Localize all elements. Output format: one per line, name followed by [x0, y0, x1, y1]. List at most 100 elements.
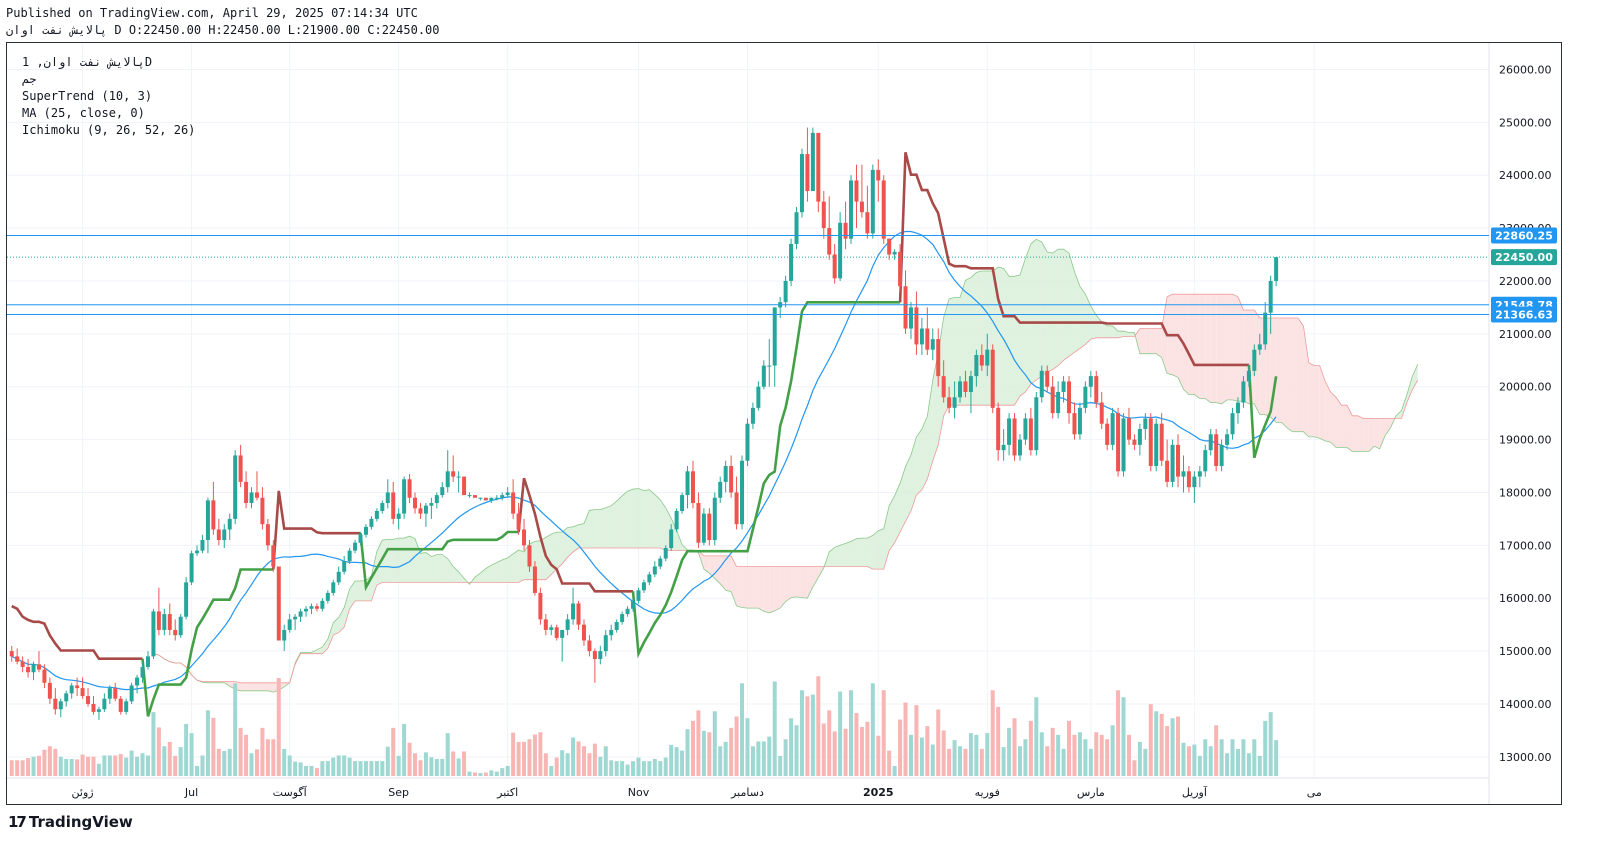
- candle-body: [293, 616, 298, 620]
- volume-bar: [881, 690, 886, 776]
- volume-bar: [631, 761, 636, 776]
- ichimoku-cloud-segment: [1336, 397, 1342, 448]
- ichimoku-cloud-segment: [998, 267, 1004, 406]
- volume-bar: [462, 751, 467, 776]
- candle-body: [304, 608, 309, 612]
- candle-body: [1121, 418, 1126, 472]
- volume-bar: [1132, 760, 1137, 776]
- ichimoku-cloud-segment: [709, 555, 715, 579]
- candle-body: [363, 526, 368, 535]
- volume-bar: [358, 761, 363, 776]
- candle-body: [325, 592, 330, 601]
- candle-body: [505, 492, 510, 496]
- volume-bar: [620, 761, 625, 776]
- chart-canvas[interactable]: 13000.00 14000.00 15000.00 16000.00 17000.00…: [7, 43, 1561, 804]
- price-label: 22860.25: [1495, 229, 1553, 242]
- legend-ichimoku[interactable]: Ichimoku (9, 26, 52, 26): [22, 123, 196, 137]
- ma-line: [11, 230, 1277, 691]
- candle-body: [647, 574, 652, 583]
- ichimoku-cloud-segment: [1079, 286, 1086, 349]
- ichimoku-cloud-segment: [1025, 243, 1031, 392]
- candle-body: [767, 365, 772, 367]
- ichimoku-cloud-segment: [594, 509, 601, 548]
- candle-body: [86, 696, 91, 704]
- ichimoku-cloud-segment: [1101, 321, 1108, 338]
- volume-bar: [1148, 704, 1153, 776]
- candle-body: [723, 466, 728, 482]
- tradingview-brand[interactable]: 17 TradingView: [8, 813, 133, 831]
- volume-bar: [282, 748, 287, 776]
- candle-body: [745, 423, 750, 461]
- volume-bar: [799, 690, 804, 776]
- volume-bar: [1230, 739, 1235, 776]
- y-tick-label: 19000.00: [1499, 434, 1552, 447]
- volume-bar: [614, 761, 619, 776]
- x-tick-label: 2025: [863, 786, 894, 799]
- ichimoku-cloud-segment: [246, 682, 252, 691]
- ichimoku-cloud-segment: [856, 538, 862, 567]
- candle-body: [1148, 418, 1153, 467]
- candle-body: [440, 487, 445, 496]
- volume-bar: [1263, 720, 1268, 776]
- ichimoku-cloud-segment: [338, 607, 345, 633]
- volume-bar: [304, 765, 309, 776]
- volume-bar: [761, 741, 766, 776]
- volume-bar: [745, 718, 750, 776]
- candle-body: [276, 566, 281, 641]
- candle-body: [282, 629, 287, 641]
- volume-bar: [908, 734, 913, 776]
- volume-bar: [898, 719, 903, 776]
- ichimoku-cloud-segment: [791, 566, 797, 598]
- volume-bar: [1012, 718, 1017, 776]
- volume-bar: [47, 746, 52, 776]
- ichimoku-cloud-segment: [1396, 410, 1402, 419]
- ichimoku-cloud-segment: [1254, 310, 1260, 415]
- chart-frame[interactable]: 13000.00 14000.00 15000.00 16000.00 17000.00…: [6, 42, 1562, 805]
- candle-body: [118, 698, 123, 712]
- volume-bar: [309, 765, 314, 776]
- candle-body: [1017, 439, 1022, 456]
- candle-body: [396, 513, 401, 519]
- ichimoku-cloud-segment: [1232, 294, 1238, 402]
- ichimoku-cloud-segment: [960, 280, 966, 406]
- candle-body: [805, 154, 810, 192]
- volume-bar: [287, 755, 292, 776]
- candle-body: [173, 629, 178, 636]
- ichimoku-cloud-segment: [545, 534, 552, 580]
- volume-bar: [178, 747, 183, 776]
- volume-bar: [26, 758, 31, 776]
- volume-bar: [571, 737, 576, 776]
- legend-supertrend[interactable]: SuperTrend (10, 3): [22, 89, 153, 103]
- candle-body: [369, 518, 374, 527]
- candle-body: [445, 471, 450, 488]
- y-tick-label: 25000.00: [1499, 116, 1552, 129]
- supertrend-line: [898, 151, 1249, 367]
- ichimoku-cloud-segment: [643, 489, 650, 548]
- volume-bar: [9, 760, 14, 776]
- candle-body: [968, 376, 973, 392]
- ichimoku-cloud-segment: [834, 545, 841, 567]
- candle-body: [1235, 402, 1240, 414]
- volume-bar: [1143, 748, 1148, 776]
- ichimoku-cloud-segment: [867, 535, 873, 570]
- ichimoku-cloud-segment: [387, 539, 394, 583]
- candle-body: [451, 471, 456, 477]
- ichimoku-cloud-segment: [605, 505, 612, 548]
- legend-ma[interactable]: MA (25, close, 0): [22, 106, 145, 120]
- candle-body: [238, 455, 243, 482]
- volume-bar: [1268, 712, 1273, 776]
- ichimoku-cloud-segment: [1058, 249, 1064, 366]
- candle-body: [462, 476, 467, 496]
- ichimoku-cloud-segment: [1145, 328, 1151, 354]
- y-tick-label: 26000.00: [1499, 63, 1552, 76]
- candle-body: [1197, 471, 1202, 477]
- volume-bar: [1219, 739, 1224, 776]
- volume-bar: [581, 746, 586, 776]
- ichimoku-cloud-segment: [327, 622, 334, 649]
- ichimoku-cloud-segment: [1412, 364, 1418, 390]
- ichimoku-cloud-segment: [513, 549, 519, 583]
- volume-bar: [1214, 725, 1219, 776]
- candle-body: [838, 222, 843, 279]
- volume-bar: [1192, 744, 1197, 776]
- y-tick-label: 15000.00: [1499, 645, 1552, 658]
